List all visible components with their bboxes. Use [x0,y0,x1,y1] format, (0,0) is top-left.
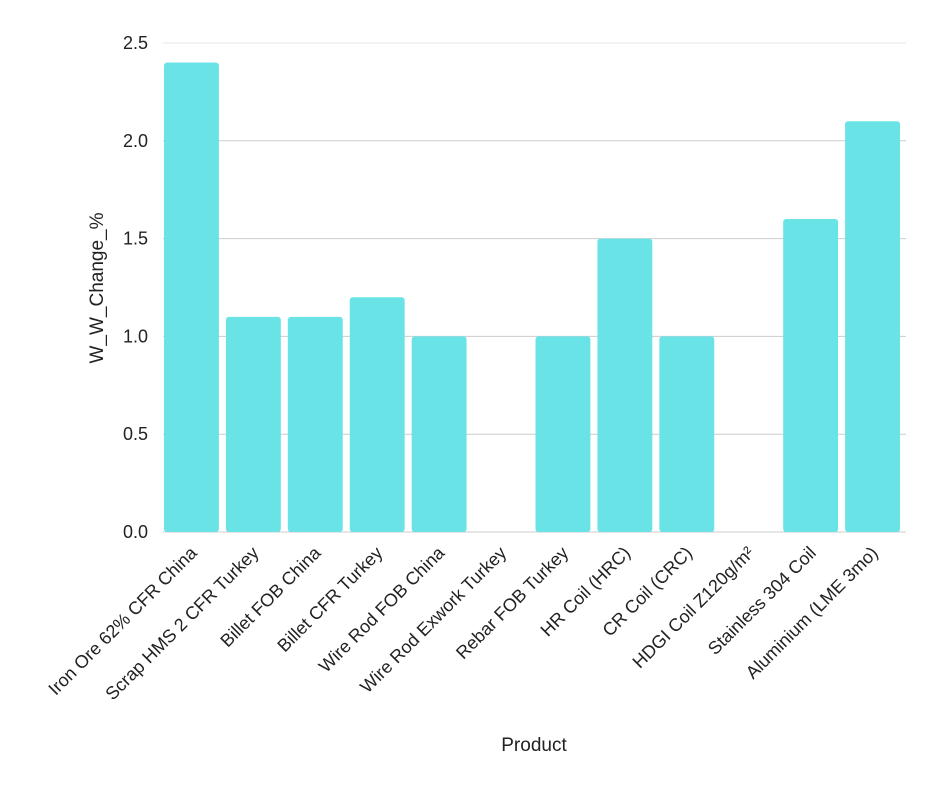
y-tick-label: 2.0 [123,131,148,151]
y-tick-label: 1.5 [123,229,148,249]
bar [411,336,467,532]
x-tick-label: Rebar FOB Turkey [452,543,572,663]
y-tick-label: 0.0 [123,522,148,542]
x-tick-label: Billet CFR Turkey [273,543,386,656]
bars [164,62,900,533]
bar [783,219,839,533]
x-tick-label: Stainless 304 Coil [704,543,820,659]
bar [659,336,715,532]
bar [845,121,900,533]
bar [597,238,653,532]
y-tick-label: 1.0 [123,326,148,346]
bar [535,336,591,532]
x-axis-title: Product [501,735,567,756]
bar [287,316,343,532]
y-tick-labels: 0.0 0.5 1.0 1.5 2.0 2.5 [123,33,148,542]
bar [225,316,281,532]
bar [164,62,219,533]
gridlines [163,42,906,533]
y-tick-label: 2.5 [123,33,148,53]
y-axis-title: W_W_Change_% [87,212,108,363]
x-tick-label: HDGI Coil Z120g/m² [629,543,758,672]
y-tick-label: 0.5 [123,424,148,444]
bar [349,297,405,532]
